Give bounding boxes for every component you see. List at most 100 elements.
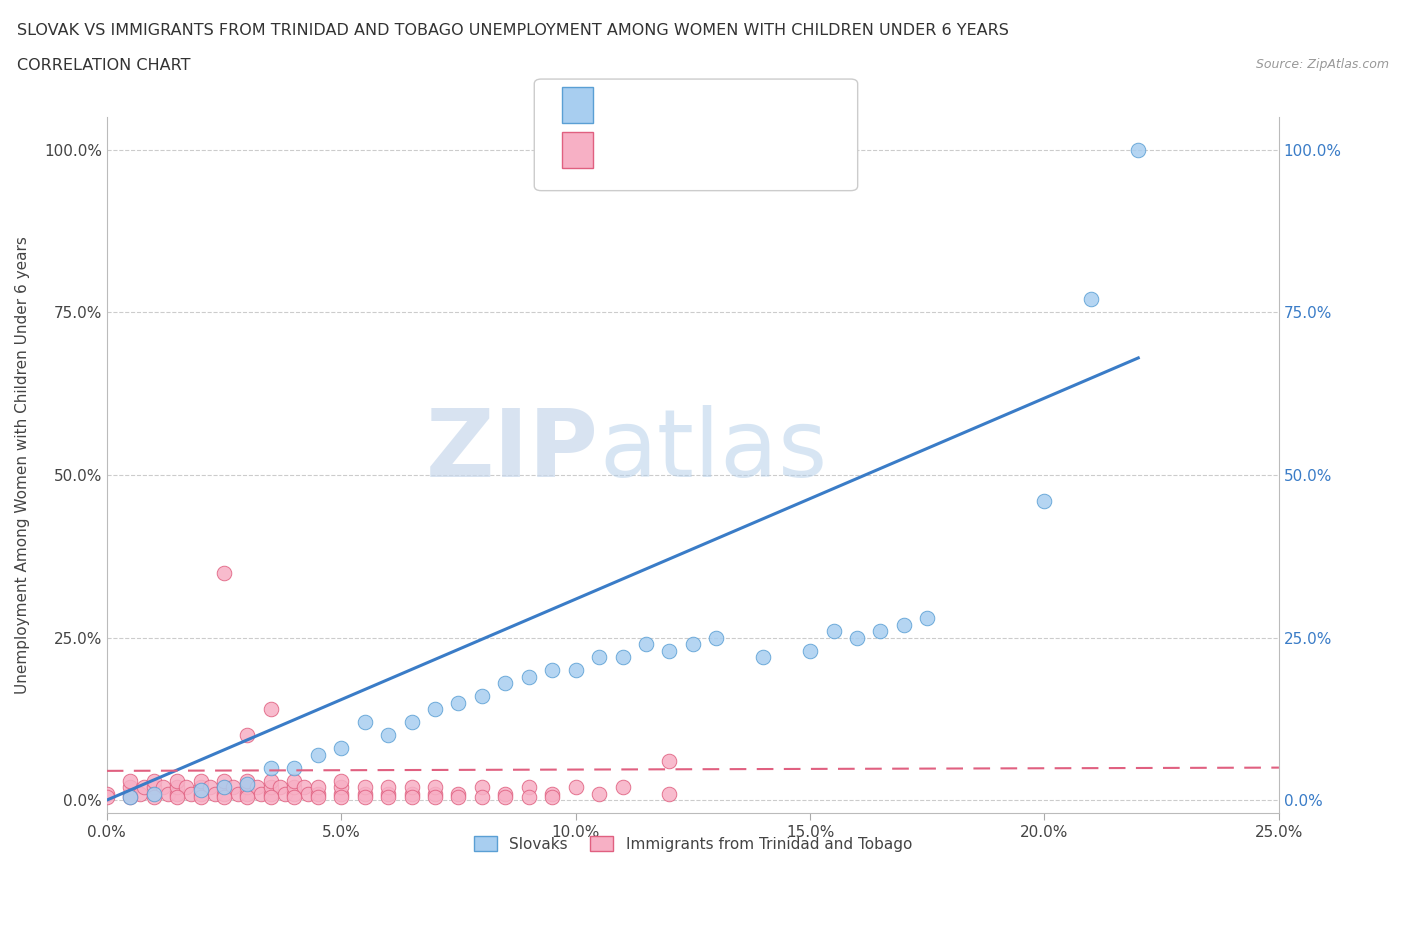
Point: [222, 779, 245, 794]
Point: [269, 779, 291, 794]
Text: Source: ZipAtlas.com: Source: ZipAtlas.com: [1256, 58, 1389, 71]
Point: [377, 779, 399, 794]
Point: [658, 644, 681, 658]
Point: [246, 779, 269, 794]
Point: [120, 779, 142, 794]
Point: [588, 650, 610, 665]
Point: [166, 790, 188, 804]
Point: [423, 786, 446, 801]
Point: [166, 779, 188, 794]
Point: [353, 786, 375, 801]
Point: [917, 611, 939, 626]
Point: [212, 565, 235, 580]
Point: [377, 727, 399, 742]
Point: [297, 786, 319, 801]
Point: [260, 760, 283, 775]
Point: [612, 650, 634, 665]
Point: [682, 637, 704, 652]
Point: [330, 773, 353, 788]
Text: CORRELATION CHART: CORRELATION CHART: [17, 58, 190, 73]
Point: [120, 790, 142, 804]
Point: [236, 786, 259, 801]
Point: [447, 790, 470, 804]
Point: [704, 631, 727, 645]
Point: [307, 747, 329, 762]
Point: [1128, 142, 1150, 157]
Point: [96, 790, 118, 804]
Point: [190, 773, 212, 788]
Point: [564, 779, 586, 794]
Point: [752, 650, 775, 665]
Point: [190, 790, 212, 804]
Point: [236, 727, 259, 742]
Point: [869, 624, 891, 639]
Point: [283, 760, 305, 775]
Point: [190, 786, 212, 801]
Point: [260, 779, 283, 794]
Text: SLOVAK VS IMMIGRANTS FROM TRINIDAD AND TOBAGO UNEMPLOYMENT AMONG WOMEN WITH CHIL: SLOVAK VS IMMIGRANTS FROM TRINIDAD AND T…: [17, 23, 1008, 38]
Point: [292, 779, 315, 794]
Point: [634, 637, 657, 652]
Point: [142, 773, 165, 788]
Point: [283, 790, 305, 804]
Point: [226, 786, 249, 801]
Point: [353, 790, 375, 804]
Point: [1033, 494, 1056, 509]
Point: [471, 790, 494, 804]
Point: [377, 790, 399, 804]
Point: [541, 786, 564, 801]
Point: [423, 790, 446, 804]
Text: ZIP: ZIP: [426, 405, 599, 498]
Point: [166, 786, 188, 801]
Point: [260, 790, 283, 804]
Point: [250, 786, 273, 801]
Point: [212, 773, 235, 788]
Point: [142, 779, 165, 794]
Point: [283, 773, 305, 788]
Point: [401, 714, 423, 729]
Point: [283, 786, 305, 801]
Point: [353, 779, 375, 794]
Point: [401, 790, 423, 804]
Point: [517, 779, 540, 794]
Point: [307, 786, 329, 801]
Point: [236, 779, 259, 794]
Point: [658, 786, 681, 801]
Point: [1080, 292, 1102, 307]
Point: [401, 786, 423, 801]
Point: [142, 786, 165, 801]
Point: [494, 675, 516, 690]
Point: [204, 786, 226, 801]
Legend: Slovaks, Immigrants from Trinidad and Tobago: Slovaks, Immigrants from Trinidad and To…: [468, 830, 918, 857]
Point: [283, 779, 305, 794]
Point: [236, 790, 259, 804]
Point: [893, 618, 915, 632]
Point: [128, 786, 150, 801]
Point: [260, 773, 283, 788]
Point: [198, 779, 221, 794]
Point: [212, 786, 235, 801]
Point: [236, 773, 259, 788]
Point: [96, 786, 118, 801]
Point: [260, 786, 283, 801]
Point: [142, 786, 165, 801]
Point: [180, 786, 202, 801]
Point: [471, 688, 494, 703]
Point: [799, 644, 821, 658]
Point: [541, 790, 564, 804]
Point: [274, 786, 297, 801]
Point: [307, 790, 329, 804]
Point: [658, 753, 681, 768]
Point: [212, 779, 235, 794]
Point: [330, 790, 353, 804]
Point: [845, 631, 868, 645]
Point: [307, 779, 329, 794]
Point: [330, 779, 353, 794]
Point: [166, 773, 188, 788]
Point: [236, 777, 259, 791]
Point: [120, 790, 142, 804]
Point: [423, 701, 446, 716]
Point: [517, 669, 540, 684]
Point: [176, 779, 198, 794]
Point: [190, 779, 212, 794]
